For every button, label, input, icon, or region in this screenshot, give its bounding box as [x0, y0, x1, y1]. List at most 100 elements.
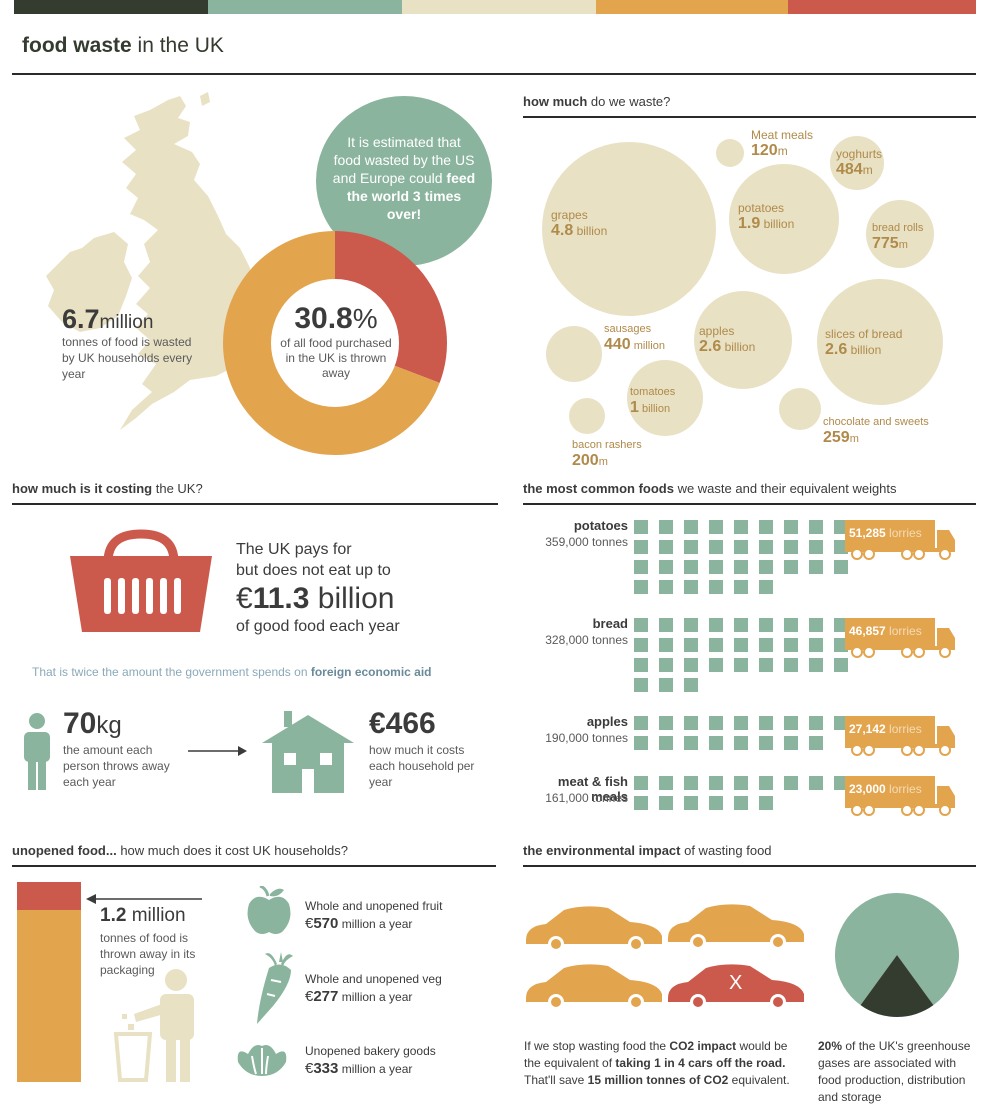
bubble-label-name: slices of bread: [825, 327, 903, 341]
donut-value: 30.8: [294, 302, 353, 335]
bubble-label-unit: million: [630, 340, 665, 352]
bubble-label-unit: billion: [638, 403, 671, 415]
unopened-item: Whole and unopened veg €277 million a yea…: [305, 971, 442, 1007]
stripe-orange: [596, 0, 788, 14]
person-unit: kg: [96, 712, 122, 739]
tonnage-square: [759, 796, 773, 810]
costing-title-bold: how much is it costing: [12, 481, 153, 496]
tonnage-square: [634, 540, 648, 554]
tonnes-desc-line: by UK households every: [62, 351, 193, 365]
co2-text-part: That'll save: [524, 1073, 588, 1087]
tonnage-square: [634, 678, 648, 692]
unopened-item-label: Whole and unopened veg: [305, 972, 442, 986]
bubble-apples: [694, 291, 792, 389]
tonnage-square: [734, 580, 748, 594]
lorry-icon: [845, 618, 955, 658]
bubble-label-name: yoghurts: [836, 147, 883, 161]
tonnage-square: [659, 776, 673, 790]
unopened-title-bold: unopened food...: [12, 843, 117, 858]
tonnage-square-grid: [634, 776, 848, 810]
unopened-tonnes-unit: million: [126, 905, 186, 926]
tonnage-square: [684, 796, 698, 810]
lorry-count: 23,000 lorries: [849, 782, 922, 796]
tonnes-desc: tonnes of food is wasted by UK household…: [62, 334, 212, 382]
cost-line: The UK pays for: [236, 541, 352, 558]
person-figure: 70kg: [63, 707, 122, 741]
co2-text: If we stop wasting food the CO2 impact w…: [524, 1038, 820, 1089]
unopened-title-rest: how much does it cost UK households?: [116, 843, 348, 858]
car-removed-icon: [668, 964, 804, 1010]
tonnage-square: [759, 716, 773, 730]
bubble-label: slices of bread 2.6 billion: [825, 327, 902, 358]
cost-statement: The UK pays for but does not eat up to €…: [236, 539, 400, 637]
ghg-slice-food: [860, 955, 934, 1017]
shopping-basket-icon: [70, 529, 212, 632]
bubble-label: sausages 440 million: [604, 322, 665, 354]
stripe-green: [208, 0, 402, 14]
co2-text-bold: taking 1 in 4 cars off the road.: [615, 1056, 786, 1070]
bubble-label-value: 440: [604, 336, 631, 353]
tonnage-square: [659, 580, 673, 594]
tonnage-square: [684, 736, 698, 750]
unopened-item-unit: million a year: [338, 1062, 413, 1076]
bubble-slices-of-bread: [817, 279, 943, 405]
header-rule: [12, 73, 976, 75]
tonnage-square: [734, 658, 748, 672]
ghg-text-part: and storage: [818, 1090, 882, 1104]
person-desc: the amount each person throws away each …: [63, 742, 193, 790]
how-much-title-bold: how much: [523, 94, 588, 109]
environment-rule: [523, 865, 976, 867]
tonnage-square: [734, 618, 748, 632]
car-icon: [526, 964, 662, 1010]
environment-title-bold: the environmental impact: [523, 843, 681, 858]
bubble-label-unit: m: [898, 239, 908, 251]
bubble-label-unit: billion: [573, 224, 608, 238]
tonnage-square: [659, 540, 673, 554]
bubble-label-name: potatoes: [738, 201, 785, 215]
tonnage-square: [809, 736, 823, 750]
tonnage-square: [784, 776, 798, 790]
ghg-text-part: gases are associated with: [818, 1056, 957, 1070]
tonnage-square: [659, 520, 673, 534]
unopened-desc: tonnes of food is thrown away in its pac…: [100, 930, 220, 978]
unopened-item-unit: million a year: [338, 990, 413, 1004]
tonnage-square: [709, 716, 723, 730]
unopened-bar: [17, 882, 81, 1082]
tonnage-square: [659, 678, 673, 692]
tonnage-square: [684, 618, 698, 632]
common-title-bold: the most common foods: [523, 481, 674, 496]
greenhouse-pie-chart: [835, 893, 959, 1017]
tonnage-square: [634, 736, 648, 750]
cost-amount: 11.3: [252, 582, 310, 615]
unopened-rule: [12, 865, 496, 867]
co2-text-bold: CO2 impact: [669, 1039, 737, 1053]
co2-text-part: would be: [736, 1039, 788, 1053]
common-rule: [523, 503, 976, 505]
house-icon: [262, 711, 354, 793]
lorry-count-word: lorries: [889, 782, 922, 796]
tonnage-square: [809, 540, 823, 554]
bubble-label-value: 1.9: [738, 215, 761, 232]
food-row-name: bread: [592, 616, 628, 631]
lorry-count: 46,857 lorries: [849, 624, 922, 638]
bubble-grapes: [542, 142, 716, 316]
co2-text-part: If we stop wasting food the: [524, 1039, 670, 1053]
tonnage-square-grid: [634, 618, 848, 692]
person-desc-line: person throws away: [63, 759, 170, 773]
food-row-name: potatoes: [573, 518, 628, 533]
costing-rule: [12, 503, 498, 505]
tonnage-square: [659, 638, 673, 652]
tonnage-square: [809, 560, 823, 574]
bubble-label-name: chocolate and sweets: [823, 416, 929, 428]
person-desc-line: each year: [63, 775, 116, 789]
tonnage-square: [684, 520, 698, 534]
bubble-label-value: 259: [823, 429, 850, 446]
tonnage-square: [784, 638, 798, 652]
tonnage-square: [659, 560, 673, 574]
arrow-right-icon: [188, 746, 247, 756]
how-much-rule: [523, 116, 976, 118]
tonnage-square: [634, 618, 648, 632]
bubble-label-unit: billion: [760, 217, 795, 231]
unopened-item-value: 570: [313, 915, 339, 932]
lorry-count: 51,285 lorries: [849, 526, 922, 540]
